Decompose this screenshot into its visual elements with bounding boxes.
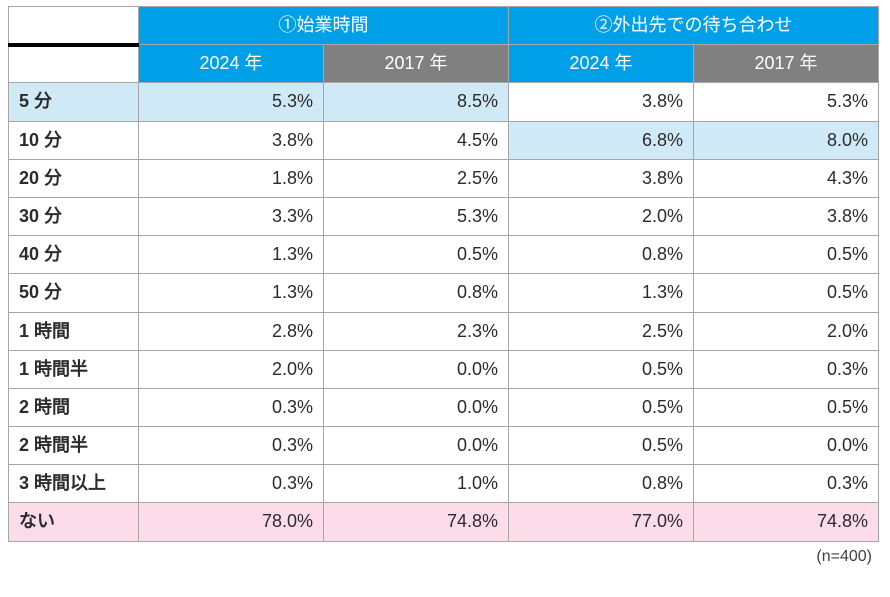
- group-header-row: ①始業時間 ②外出先での待ち合わせ: [9, 7, 879, 45]
- table-row: ない 78.0% 74.8% 77.0% 74.8%: [9, 503, 879, 541]
- cell: 0.5%: [509, 350, 694, 388]
- table-row: 1 時間半 2.0% 0.0% 0.5% 0.3%: [9, 350, 879, 388]
- cell: 0.3%: [139, 427, 324, 465]
- cell: 4.3%: [694, 159, 879, 197]
- blank-corner-2: [9, 45, 139, 83]
- year-header: 2024 年: [139, 45, 324, 83]
- cell: 8.5%: [324, 83, 509, 121]
- cell: 8.0%: [694, 121, 879, 159]
- sample-size-note: (n=400): [8, 542, 878, 566]
- table-row: 2 時間 0.3% 0.0% 0.5% 0.5%: [9, 388, 879, 426]
- cell: 0.8%: [324, 274, 509, 312]
- table-row: 50 分 1.3% 0.8% 1.3% 0.5%: [9, 274, 879, 312]
- cell: 78.0%: [139, 503, 324, 541]
- cell: 2.0%: [694, 312, 879, 350]
- table-row: 5 分 5.3% 8.5% 3.8% 5.3%: [9, 83, 879, 121]
- row-label: 30 分: [9, 197, 139, 235]
- cell: 0.5%: [694, 236, 879, 274]
- year-header-row: 2024 年 2017 年 2024 年 2017 年: [9, 45, 879, 83]
- group-header-1: ①始業時間: [139, 7, 509, 45]
- cell: 1.8%: [139, 159, 324, 197]
- blank-corner: [9, 7, 139, 45]
- row-label: 3 時間以上: [9, 465, 139, 503]
- cell: 0.5%: [509, 427, 694, 465]
- table-body: 5 分 5.3% 8.5% 3.8% 5.3% 10 分 3.8% 4.5% 6…: [9, 83, 879, 541]
- cell: 3.3%: [139, 197, 324, 235]
- cell: 74.8%: [694, 503, 879, 541]
- cell: 0.5%: [694, 388, 879, 426]
- cell: 2.0%: [139, 350, 324, 388]
- cell: 1.0%: [324, 465, 509, 503]
- cell: 0.5%: [694, 274, 879, 312]
- cell: 5.3%: [324, 197, 509, 235]
- cell: 2.8%: [139, 312, 324, 350]
- cell: 2.5%: [509, 312, 694, 350]
- cell: 2.0%: [509, 197, 694, 235]
- year-header: 2017 年: [694, 45, 879, 83]
- survey-table: ①始業時間 ②外出先での待ち合わせ 2024 年 2017 年 2024 年 2…: [8, 6, 879, 542]
- row-label: 10 分: [9, 121, 139, 159]
- cell: 1.3%: [139, 274, 324, 312]
- cell: 2.5%: [324, 159, 509, 197]
- cell: 0.3%: [694, 465, 879, 503]
- cell: 0.3%: [694, 350, 879, 388]
- cell: 3.8%: [509, 83, 694, 121]
- cell: 6.8%: [509, 121, 694, 159]
- table-row: 10 分 3.8% 4.5% 6.8% 8.0%: [9, 121, 879, 159]
- cell: 0.3%: [139, 465, 324, 503]
- row-label: 2 時間半: [9, 427, 139, 465]
- table-row: 40 分 1.3% 0.5% 0.8% 0.5%: [9, 236, 879, 274]
- cell: 1.3%: [509, 274, 694, 312]
- cell: 0.5%: [324, 236, 509, 274]
- table-row: 2 時間半 0.3% 0.0% 0.5% 0.0%: [9, 427, 879, 465]
- row-label: 20 分: [9, 159, 139, 197]
- cell: 74.8%: [324, 503, 509, 541]
- cell: 0.0%: [324, 388, 509, 426]
- group-header-2: ②外出先での待ち合わせ: [509, 7, 879, 45]
- cell: 5.3%: [139, 83, 324, 121]
- row-label: 5 分: [9, 83, 139, 121]
- row-label: 40 分: [9, 236, 139, 274]
- table-row: 1 時間 2.8% 2.3% 2.5% 2.0%: [9, 312, 879, 350]
- cell: 77.0%: [509, 503, 694, 541]
- row-label: 50 分: [9, 274, 139, 312]
- cell: 3.8%: [509, 159, 694, 197]
- cell: 4.5%: [324, 121, 509, 159]
- cell: 0.5%: [509, 388, 694, 426]
- cell: 0.8%: [509, 236, 694, 274]
- row-label: ない: [9, 503, 139, 541]
- cell: 5.3%: [694, 83, 879, 121]
- year-header: 2017 年: [324, 45, 509, 83]
- cell: 0.0%: [324, 350, 509, 388]
- cell: 2.3%: [324, 312, 509, 350]
- row-label: 1 時間半: [9, 350, 139, 388]
- cell: 0.3%: [139, 388, 324, 426]
- table-row: 3 時間以上 0.3% 1.0% 0.8% 0.3%: [9, 465, 879, 503]
- cell: 0.0%: [324, 427, 509, 465]
- year-header: 2024 年: [509, 45, 694, 83]
- cell: 1.3%: [139, 236, 324, 274]
- cell: 3.8%: [694, 197, 879, 235]
- cell: 0.8%: [509, 465, 694, 503]
- cell: 0.0%: [694, 427, 879, 465]
- table-row: 30 分 3.3% 5.3% 2.0% 3.8%: [9, 197, 879, 235]
- row-label: 2 時間: [9, 388, 139, 426]
- cell: 3.8%: [139, 121, 324, 159]
- table-row: 20 分 1.8% 2.5% 3.8% 4.3%: [9, 159, 879, 197]
- row-label: 1 時間: [9, 312, 139, 350]
